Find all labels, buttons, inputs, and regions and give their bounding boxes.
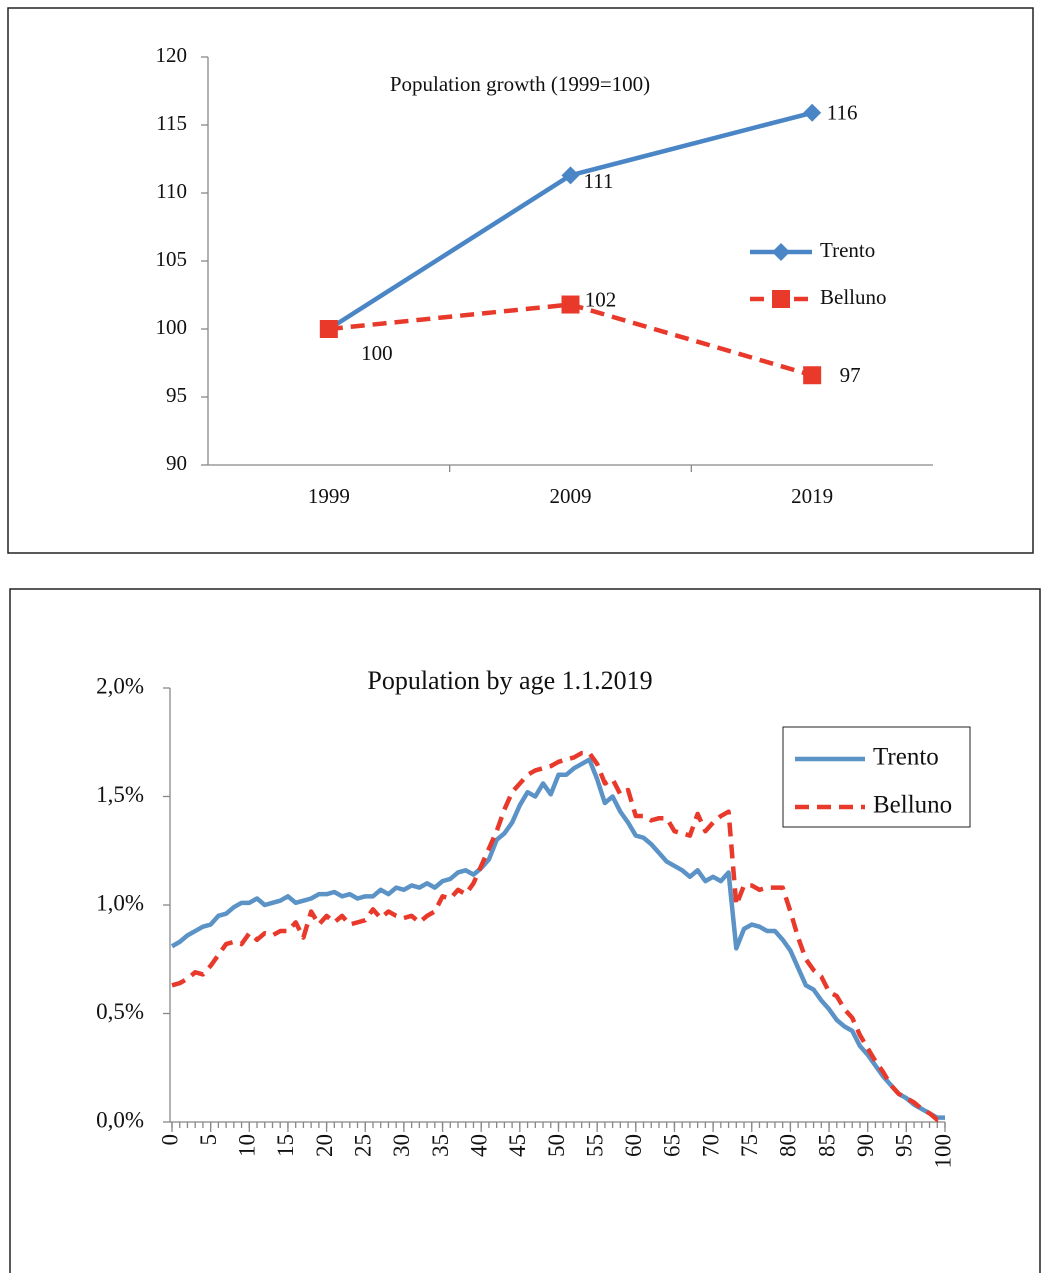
marker: [772, 290, 790, 308]
y-tick-label: 100: [156, 315, 188, 339]
y-tick-label: 110: [156, 179, 187, 203]
data-label: 111: [584, 169, 614, 193]
marker: [561, 295, 580, 314]
x-tick-label: 0: [157, 1134, 182, 1146]
y-tick-label: 115: [156, 111, 187, 135]
x-tick-label: 50: [544, 1134, 569, 1157]
y-tick-label: 120: [156, 43, 188, 67]
x-tick-label: 2009: [550, 484, 592, 508]
x-tick-label: 5: [196, 1134, 221, 1146]
x-tick-label: 100: [930, 1134, 955, 1169]
y-tick-label: 1,0%: [96, 890, 144, 915]
y-tick-label: 0,5%: [96, 999, 144, 1024]
y-tick-label: 2,0%: [96, 673, 144, 698]
y-tick-label: 95: [166, 383, 187, 407]
series-line: [170, 757, 945, 1120]
marker: [319, 320, 338, 338]
x-tick-label: 85: [814, 1134, 839, 1157]
marker: [772, 243, 790, 261]
x-tick-label: 40: [466, 1134, 491, 1157]
legend-label: Trento: [820, 238, 875, 262]
y-tick-label: 1,5%: [96, 782, 144, 807]
marker: [803, 103, 822, 122]
data-label: 116: [827, 101, 858, 125]
x-tick-label: 75: [737, 1134, 762, 1157]
legend-box: [782, 726, 971, 828]
y-tick-label: 0,0%: [96, 1107, 144, 1132]
x-tick-label: 10: [235, 1134, 260, 1157]
x-tick-label: 1999: [308, 484, 350, 508]
data-label: 100: [361, 341, 393, 365]
x-tick-label: 20: [312, 1134, 337, 1157]
series-line: [171, 750, 946, 1123]
y-tick-label: 105: [156, 247, 188, 271]
legend-label: Trento: [873, 744, 939, 771]
legend-label: Belluno: [820, 285, 887, 309]
x-tick-label: 15: [273, 1134, 298, 1157]
x-tick-label: 2019: [791, 484, 833, 508]
chart-title: Population growth (1999=100): [390, 72, 650, 96]
data-label: 97: [840, 363, 861, 387]
data-label: 102: [585, 287, 617, 311]
legend-label: Belluno: [873, 792, 952, 819]
x-tick-label: 25: [351, 1134, 376, 1157]
chart-frame: [7, 7, 1034, 554]
chart-title: Population by age 1.1.2019: [367, 666, 652, 695]
x-tick-label: 60: [621, 1134, 646, 1157]
x-tick-label: 80: [776, 1134, 801, 1157]
x-tick-label: 35: [428, 1134, 453, 1157]
series-line: [328, 302, 813, 378]
marker: [561, 166, 580, 185]
x-tick-label: 70: [698, 1134, 723, 1157]
x-tick-label: 90: [853, 1134, 878, 1157]
x-tick-label: 55: [582, 1134, 607, 1157]
chart-frame: [9, 588, 1041, 1273]
y-tick-label: 90: [166, 451, 187, 475]
x-tick-label: 30: [389, 1134, 414, 1157]
marker: [803, 366, 822, 385]
x-tick-label: 65: [660, 1134, 685, 1157]
x-tick-label: 45: [505, 1134, 530, 1157]
x-tick-label: 95: [892, 1134, 917, 1157]
